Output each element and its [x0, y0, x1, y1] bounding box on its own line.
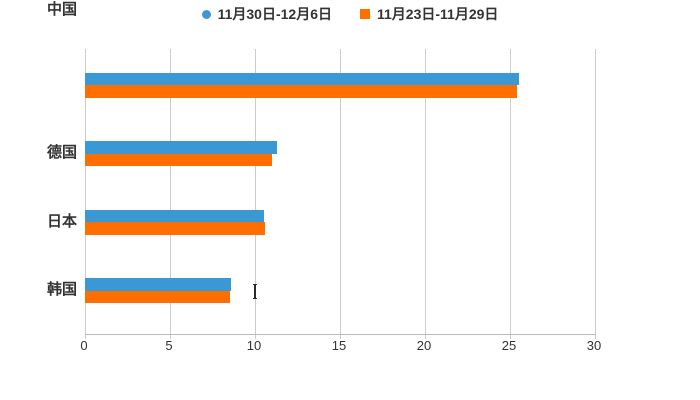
legend-circle-icon	[201, 9, 211, 19]
bar-series0-korea[interactable]	[85, 209, 264, 222]
category-label-japan: 日本	[46, 213, 77, 230]
bar-series1-korea[interactable]	[85, 222, 266, 235]
legend: 11月30日-12月6日 11月23日-11月29日	[0, 4, 700, 24]
bar-series1-china[interactable]	[85, 290, 230, 303]
bar-series0-china[interactable]	[85, 278, 232, 291]
x-tick-label-15: 15	[331, 338, 347, 353]
bar-series1-germany[interactable]	[85, 85, 517, 98]
category-label-china: 中国	[46, 1, 77, 18]
legend-item-week-current[interactable]: 11月30日-12月6日	[201, 4, 332, 24]
legend-label-week-previous: 11月23日-11月29日	[377, 6, 499, 22]
legend-item-week-previous[interactable]: 11月23日-11月29日	[360, 4, 498, 24]
x-tick-label-0: 0	[80, 338, 88, 353]
category-label-germany: 德国	[46, 144, 77, 161]
gridline-x10	[254, 49, 256, 339]
legend-square-icon	[360, 9, 370, 19]
category-label-korea: 韩国	[46, 281, 77, 298]
x-tick-label-20: 20	[416, 338, 432, 353]
legend-label-week-current: 11月30日-12月6日	[217, 6, 332, 22]
gridline-x30	[594, 49, 596, 339]
x-tick-label-10: 10	[246, 338, 262, 353]
x-tick-label-5: 5	[165, 338, 173, 353]
gridline-x20	[424, 49, 426, 339]
gridline-x15	[339, 49, 341, 339]
x-axis-line	[85, 334, 596, 335]
i-beam-cursor	[253, 284, 257, 299]
x-tick-label-30: 30	[586, 338, 602, 353]
gridline-x0	[84, 49, 86, 339]
x-tick-label-25: 25	[501, 338, 517, 353]
bar-series0-japan[interactable]	[85, 141, 278, 154]
bar-series0-germany[interactable]	[85, 72, 519, 85]
gridline-x25	[509, 49, 511, 339]
gridline-x5	[169, 49, 171, 339]
bar-series1-japan[interactable]	[85, 153, 272, 166]
